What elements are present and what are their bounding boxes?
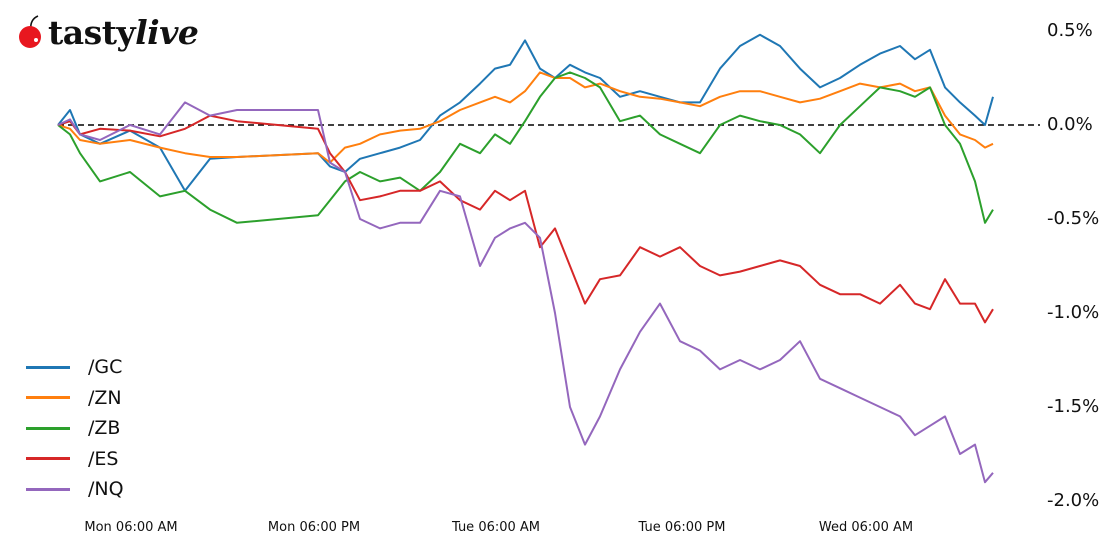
series-line-zn [57, 71, 994, 164]
legend-swatch [26, 396, 70, 400]
legend-label: /ZN [88, 386, 122, 409]
legend-label: /NQ [88, 478, 124, 501]
legend-item-zb: /ZB [26, 413, 124, 444]
legend-swatch [26, 365, 70, 369]
series-line-nq [57, 101, 994, 484]
x-tick-label: Tue 06:00 AM [451, 520, 541, 535]
y-tick-label: -1.5% [1047, 396, 1100, 417]
legend-label: /ES [88, 447, 119, 470]
brand-name: tastylive [48, 12, 199, 52]
legend-swatch [26, 457, 70, 461]
legend-item-nq: /NQ [26, 474, 124, 505]
legend-item-es: /ES [26, 444, 124, 475]
x-tick-label: Wed 06:00 AM [818, 520, 914, 535]
legend-swatch [26, 487, 70, 491]
chart-legend: /GC/ZN/ZB/ES/NQ [26, 352, 124, 505]
y-tick-label: 0.0% [1047, 114, 1093, 135]
brand-name-italic: live [135, 12, 199, 52]
brand-name-bold: tasty [48, 12, 136, 52]
y-tick-label: -0.5% [1047, 208, 1100, 229]
y-tick-label: 0.5% [1047, 20, 1093, 41]
legend-item-gc: /GC [26, 352, 124, 383]
tastylive-logo: tastylive [16, 10, 199, 54]
legend-swatch [26, 426, 70, 430]
series-line-es [57, 114, 994, 324]
series-lines [57, 33, 994, 484]
cherry-icon [19, 15, 41, 48]
y-tick-label: -2.0% [1047, 490, 1100, 511]
series-line-zb [57, 71, 994, 224]
x-tick-label: Tue 06:00 PM [638, 520, 726, 535]
x-tick-label: Mon 06:00 PM [267, 520, 361, 535]
x-tick-label: Mon 06:00 AM [84, 520, 178, 535]
legend-label: /ZB [88, 417, 121, 440]
legend-item-zn: /ZN [26, 383, 124, 414]
legend-label: /GC [88, 356, 123, 379]
y-tick-label: -1.0% [1047, 302, 1100, 323]
